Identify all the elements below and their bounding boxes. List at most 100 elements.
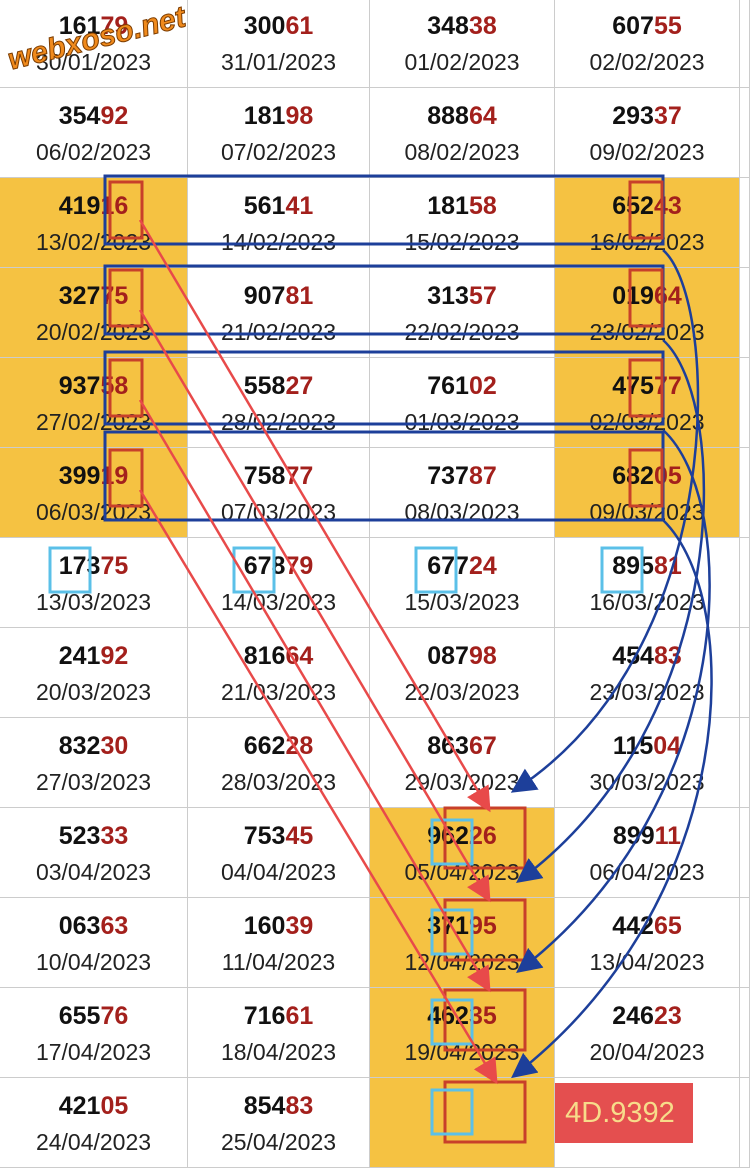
draw-date: 01/02/2023 xyxy=(404,49,520,75)
lottery-number: 71661 xyxy=(243,1002,314,1030)
lottery-number: 65243 xyxy=(612,192,682,220)
draw-date: 10/04/2023 xyxy=(35,949,152,975)
lottery-number: 65576 xyxy=(58,1002,129,1030)
lottery-number: 88864 xyxy=(427,102,497,130)
draw-date: 22/02/2023 xyxy=(404,319,520,345)
cell: 24623 20/04/2023 xyxy=(555,988,740,1078)
lottery-number: 60755 xyxy=(612,12,682,40)
lottery-number: 31357 xyxy=(427,282,497,310)
draw-date: 09/02/2023 xyxy=(589,139,705,165)
lottery-number: 83230 xyxy=(58,732,129,760)
draw-date: 06/02/2023 xyxy=(35,139,152,165)
draw-date: 02/02/2023 xyxy=(589,49,705,75)
cell: 90781 21/02/2023 xyxy=(188,268,370,358)
lottery-number: 96226 xyxy=(427,822,497,850)
cell: 86367 29/03/2023 xyxy=(370,718,555,808)
lottery-number: 16179 xyxy=(58,12,129,40)
cell: 35492 06/02/2023 xyxy=(0,88,188,178)
lottery-number: 76102 xyxy=(427,372,497,400)
cell: 65243 16/02/2023 xyxy=(555,178,740,268)
cell: 45483 23/03/2023 xyxy=(555,628,740,718)
draw-date: 08/02/2023 xyxy=(404,139,520,165)
lottery-number: 34838 xyxy=(427,12,497,40)
draw-date: 13/04/2023 xyxy=(589,949,705,975)
lottery-number: 68205 xyxy=(612,462,682,490)
lottery-number: 44265 xyxy=(612,912,682,940)
cell: 65576 17/04/2023 xyxy=(0,988,188,1078)
cell: 75345 04/04/2023 xyxy=(188,808,370,898)
lottery-number: 18198 xyxy=(243,102,314,130)
lottery-number: 18158 xyxy=(427,192,497,220)
cell: 39919 06/03/2023 xyxy=(0,448,188,538)
cell: 24192 20/03/2023 xyxy=(0,628,188,718)
lottery-number: 55827 xyxy=(243,372,314,400)
lottery-number: 67879 xyxy=(243,552,314,580)
cell: 67724 15/03/2023 xyxy=(370,538,555,628)
cell: 73787 08/03/2023 xyxy=(370,448,555,538)
draw-date: 20/04/2023 xyxy=(589,1039,705,1065)
cell: 18198 07/02/2023 xyxy=(188,88,370,178)
draw-date: 27/03/2023 xyxy=(35,769,152,795)
lottery-number: 86367 xyxy=(427,732,497,760)
cell: 56141 14/02/2023 xyxy=(188,178,370,268)
lottery-number: 89581 xyxy=(612,552,682,580)
draw-date: 03/04/2023 xyxy=(35,859,152,885)
lottery-number: 42105 xyxy=(58,1092,129,1120)
draw-date: 14/02/2023 xyxy=(220,229,337,255)
lottery-number: 85483 xyxy=(243,1092,314,1120)
lottery-number: 24623 xyxy=(612,1002,682,1030)
lottery-number: 37195 xyxy=(427,912,497,940)
lottery-number: 06363 xyxy=(58,912,129,940)
lottery-number: 67724 xyxy=(427,552,497,580)
cell: 68205 09/03/2023 xyxy=(555,448,740,538)
lottery-number: 30061 xyxy=(243,12,314,40)
lottery-number: 75345 xyxy=(243,822,314,850)
lottery-number: 89911 xyxy=(612,822,682,850)
cell: 52333 03/04/2023 xyxy=(0,808,188,898)
draw-date: 07/02/2023 xyxy=(220,139,337,165)
draw-date: 23/02/2023 xyxy=(589,319,705,345)
cell: 17375 13/03/2023 xyxy=(0,538,188,628)
draw-date: 16/02/2023 xyxy=(589,229,705,255)
lottery-number: 17375 xyxy=(58,552,129,580)
cell: 16179 30/01/2023 xyxy=(0,0,188,88)
lottery-number: 52333 xyxy=(58,822,129,850)
cell: 83230 27/03/2023 xyxy=(0,718,188,808)
draw-date: 13/02/2023 xyxy=(35,229,152,255)
lottery-number: 73787 xyxy=(427,462,497,490)
cell: 06363 10/04/2023 xyxy=(0,898,188,988)
draw-date: 17/04/2023 xyxy=(35,1039,152,1065)
cell: 29337 09/02/2023 xyxy=(555,88,740,178)
lottery-number: 35492 xyxy=(58,102,129,130)
lottery-number: 93758 xyxy=(58,372,129,400)
cell: 41916 13/02/2023 xyxy=(0,178,188,268)
cell: 44265 13/04/2023 xyxy=(555,898,740,988)
draw-date: 15/02/2023 xyxy=(404,229,520,255)
draw-date: 24/04/2023 xyxy=(35,1129,152,1155)
lottery-number: 66228 xyxy=(243,732,314,760)
lottery-number: 56141 xyxy=(243,192,314,220)
lottery-number: 29337 xyxy=(612,102,682,130)
cell: 31357 22/02/2023 xyxy=(370,268,555,358)
cell: 42105 24/04/2023 xyxy=(0,1078,188,1168)
lottery-number: 16039 xyxy=(243,912,314,940)
draw-date: 18/04/2023 xyxy=(220,1039,337,1065)
cell: 30061 31/01/2023 xyxy=(188,0,370,88)
lottery-number: 08798 xyxy=(427,642,497,670)
draw-date: 04/04/2023 xyxy=(220,859,337,885)
cell: 01964 23/02/2023 xyxy=(555,268,740,358)
draw-date: 30/01/2023 xyxy=(35,49,152,75)
lottery-number: 47577 xyxy=(612,372,682,400)
cell: 71661 18/04/2023 xyxy=(188,988,370,1078)
draw-date: 31/01/2023 xyxy=(220,49,337,75)
draw-date: 20/02/2023 xyxy=(35,319,152,345)
draw-date: 21/02/2023 xyxy=(220,319,337,345)
cell: 16039 11/04/2023 xyxy=(188,898,370,988)
cell: 34838 01/02/2023 xyxy=(370,0,555,88)
draw-date: 20/03/2023 xyxy=(35,679,152,705)
draw-date: 25/04/2023 xyxy=(220,1129,337,1155)
prediction-label: 4D.9392 xyxy=(547,1083,693,1143)
draw-date: 11/04/2023 xyxy=(221,949,336,975)
